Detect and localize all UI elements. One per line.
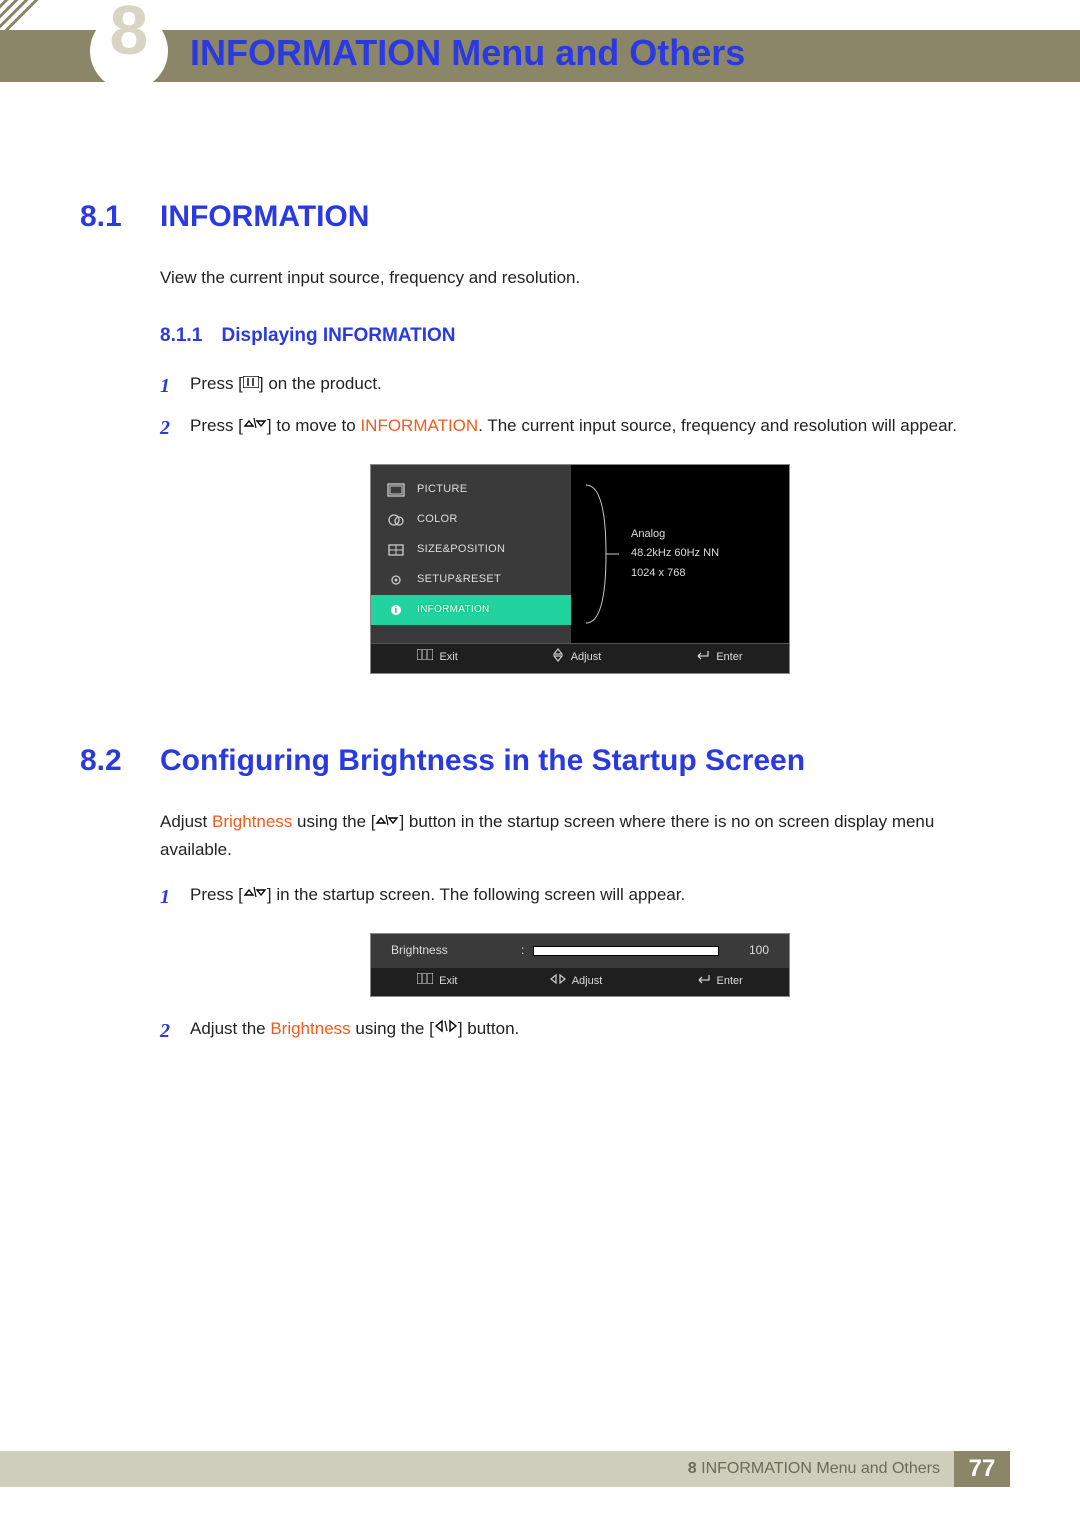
step-number: 1: [160, 881, 190, 913]
osd-menu-figure: PICTURE COLOR SIZE&POSITION SETUP&RESET: [370, 464, 790, 674]
osd-menu-list: PICTURE COLOR SIZE&POSITION SETUP&RESET: [371, 465, 571, 643]
osd-footer-enter: Enter: [694, 649, 742, 668]
osd-item-picture: PICTURE: [371, 475, 571, 505]
color-icon: [385, 512, 407, 528]
brightness-row: Brightness : 100: [371, 934, 789, 968]
gear-icon: [385, 572, 407, 588]
step-number: 2: [160, 412, 190, 444]
page-content: 8.1 INFORMATION View the current input s…: [80, 180, 1000, 1047]
section-8-2-heading: 8.2 Configuring Brightness in the Startu…: [80, 744, 1000, 778]
step-2: 2 Adjust the Brightness using the [] but…: [160, 1015, 1000, 1047]
brightness-footer-enter: Enter: [695, 973, 743, 992]
step-1: 1 Press [] in the startup screen. The fo…: [160, 881, 1000, 913]
osd-item-information-selected: i INFORMATION: [371, 595, 571, 625]
left-right-icon: [550, 973, 566, 992]
brightness-bar-fill: [534, 947, 718, 955]
menu-icon: [417, 649, 433, 667]
highlight-text: Brightness: [270, 1019, 350, 1038]
osd-item-setup-reset: SETUP&RESET: [371, 565, 571, 595]
subsection-heading: 8.1.1 Displaying INFORMATION: [160, 321, 1000, 351]
highlight-text: INFORMATION: [360, 416, 478, 435]
chapter-number: 8: [90, 0, 168, 70]
osd-footer-adjust: Adjust: [551, 648, 602, 669]
chapter-title: INFORMATION Menu and Others: [190, 32, 745, 74]
up-down-icon: [243, 880, 267, 909]
brightness-label: Brightness: [391, 941, 521, 960]
osd-footer: Exit Adjust Enter: [371, 643, 789, 673]
section-number: 8.2: [80, 744, 160, 778]
picture-icon: [385, 482, 407, 498]
svg-text:i: i: [395, 605, 398, 615]
osd-footer-exit: Exit: [417, 649, 457, 667]
up-down-icon: [375, 808, 399, 835]
brightness-footer: Exit Adjust Enter: [371, 968, 789, 996]
section-title: Configuring Brightness in the Startup Sc…: [160, 744, 805, 778]
enter-icon: [695, 973, 711, 992]
enter-icon: [694, 649, 710, 668]
subsection-title: Displaying INFORMATION: [222, 325, 456, 346]
page-number: 77: [954, 1451, 1010, 1487]
highlight-text: Brightness: [212, 812, 292, 831]
subsection-number: 8.1.1: [160, 325, 202, 346]
step-number: 1: [160, 370, 190, 402]
osd-bracket: [581, 475, 621, 633]
menu-icon: [417, 973, 433, 991]
section-title: INFORMATION: [160, 200, 369, 234]
osd-item-size-position: SIZE&POSITION: [371, 535, 571, 565]
info-icon: i: [385, 602, 407, 618]
brightness-footer-adjust: Adjust: [550, 973, 603, 992]
section-description: View the current input source, frequency…: [160, 264, 1000, 291]
osd-info-freq: 48.2kHz 60Hz NN: [631, 544, 719, 564]
menu-icon: [243, 369, 259, 398]
brightness-value: 100: [719, 941, 769, 960]
up-down-icon: [243, 411, 267, 440]
section-8-1-heading: 8.1 INFORMATION: [80, 200, 1000, 234]
up-down-icon: [551, 648, 565, 669]
footer-bar: 8 INFORMATION Menu and Others: [0, 1451, 954, 1487]
brightness-footer-exit: Exit: [417, 973, 457, 991]
brightness-bar: [533, 946, 719, 956]
size-icon: [385, 542, 407, 558]
osd-info-panel: Analog 48.2kHz 60Hz NN 1024 x 768: [631, 525, 719, 584]
step-1: 1 Press [] on the product.: [160, 370, 1000, 402]
osd-info-res: 1024 x 768: [631, 564, 719, 584]
osd-info-source: Analog: [631, 525, 719, 545]
section-number: 8.1: [80, 200, 160, 234]
left-right-icon: [434, 1014, 458, 1043]
page-footer: 8 INFORMATION Menu and Others 77: [0, 1451, 1080, 1487]
osd-item-color: COLOR: [371, 505, 571, 535]
step-2: 2 Press [] to move to INFORMATION. The c…: [160, 412, 1000, 444]
section-description: Adjust Brightness using the [] button in…: [160, 808, 1000, 863]
brightness-osd-figure: Brightness : 100 Exit Adjust Ente: [370, 933, 790, 997]
step-number: 2: [160, 1015, 190, 1047]
